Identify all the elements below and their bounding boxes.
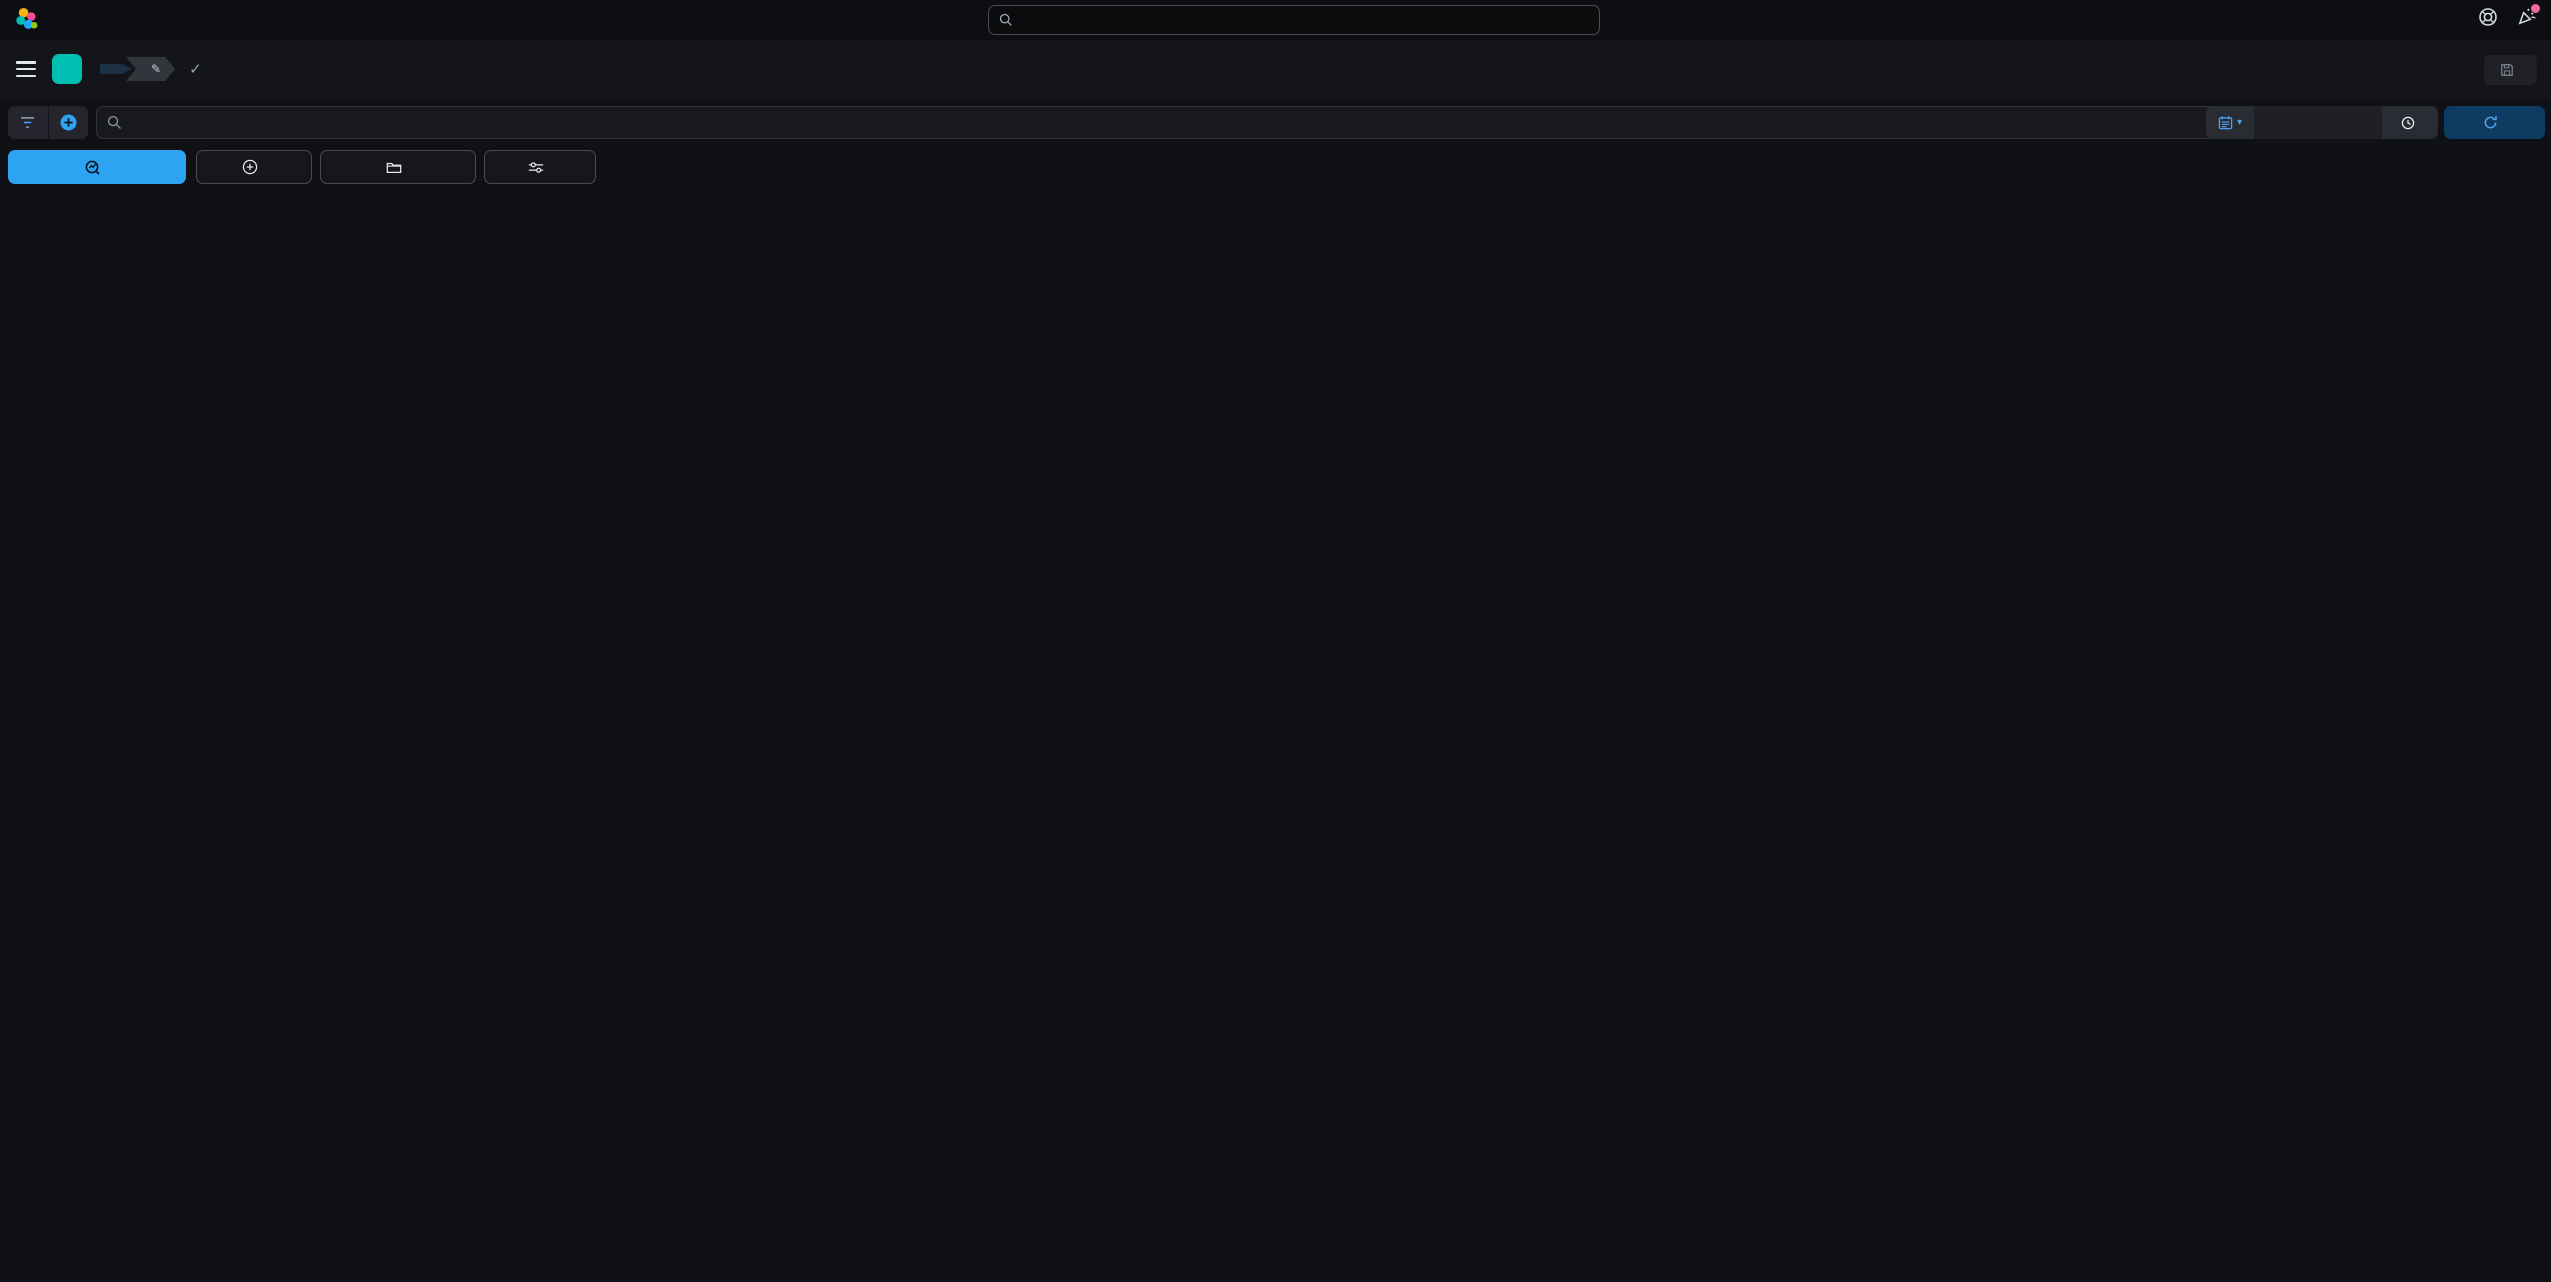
timer-icon	[2401, 116, 2414, 129]
refresh-button[interactable]	[2444, 106, 2545, 139]
save-button[interactable]	[2484, 54, 2537, 85]
time-range-button[interactable]	[2254, 106, 2382, 139]
breadcrumb-dashboards[interactable]	[100, 64, 132, 74]
add-from-library-button[interactable]	[320, 150, 476, 184]
lens-icon	[85, 160, 100, 175]
calendar-icon	[2218, 116, 2233, 130]
save-icon	[2501, 63, 2513, 76]
top-navbar	[0, 0, 2551, 40]
dashboard-actions-bar	[0, 145, 2551, 190]
global-search-input[interactable]	[1021, 11, 1581, 29]
search-icon	[107, 115, 121, 129]
create-visualization-button[interactable]	[8, 150, 186, 184]
refresh-icon	[2484, 116, 2497, 129]
dashboard-app-badge[interactable]	[52, 54, 82, 84]
refresh-interval-button[interactable]	[2382, 106, 2438, 139]
elastic-logo[interactable]	[14, 7, 47, 32]
kql-input[interactable]	[131, 113, 2207, 132]
add-filter-button[interactable]	[49, 106, 89, 139]
elastic-logo-icon	[16, 7, 38, 29]
add-panel-button[interactable]	[196, 150, 312, 184]
edit-pencil-icon: ✎	[151, 62, 162, 76]
plus-circle-icon	[242, 159, 258, 175]
folder-icon	[386, 162, 402, 173]
date-picker-button[interactable]: ▾	[2206, 106, 2254, 139]
breadcrumb: ✎ ✓	[100, 57, 202, 81]
sliders-icon	[528, 161, 544, 173]
news-icon[interactable]	[2516, 4, 2540, 32]
saved-check-icon: ✓	[189, 61, 202, 78]
saved-query-menu-button[interactable]	[8, 106, 49, 139]
chevron-down-icon: ▾	[2236, 117, 2243, 128]
notification-badge	[2531, 4, 2540, 13]
search-icon	[999, 13, 1012, 26]
query-toolbar: ▾	[0, 99, 2551, 145]
kql-filter-bar[interactable]	[96, 106, 2218, 139]
controls-button[interactable]	[484, 150, 596, 184]
help-icon[interactable]	[2478, 7, 2498, 32]
app-menu-bar: ✎ ✓	[0, 40, 2551, 100]
dashboard-canvas	[0, 190, 2551, 1282]
global-search[interactable]	[988, 5, 1600, 35]
breadcrumb-current[interactable]: ✎	[126, 57, 175, 81]
filter-button-group	[8, 106, 88, 139]
menu-icon[interactable]	[16, 61, 36, 77]
